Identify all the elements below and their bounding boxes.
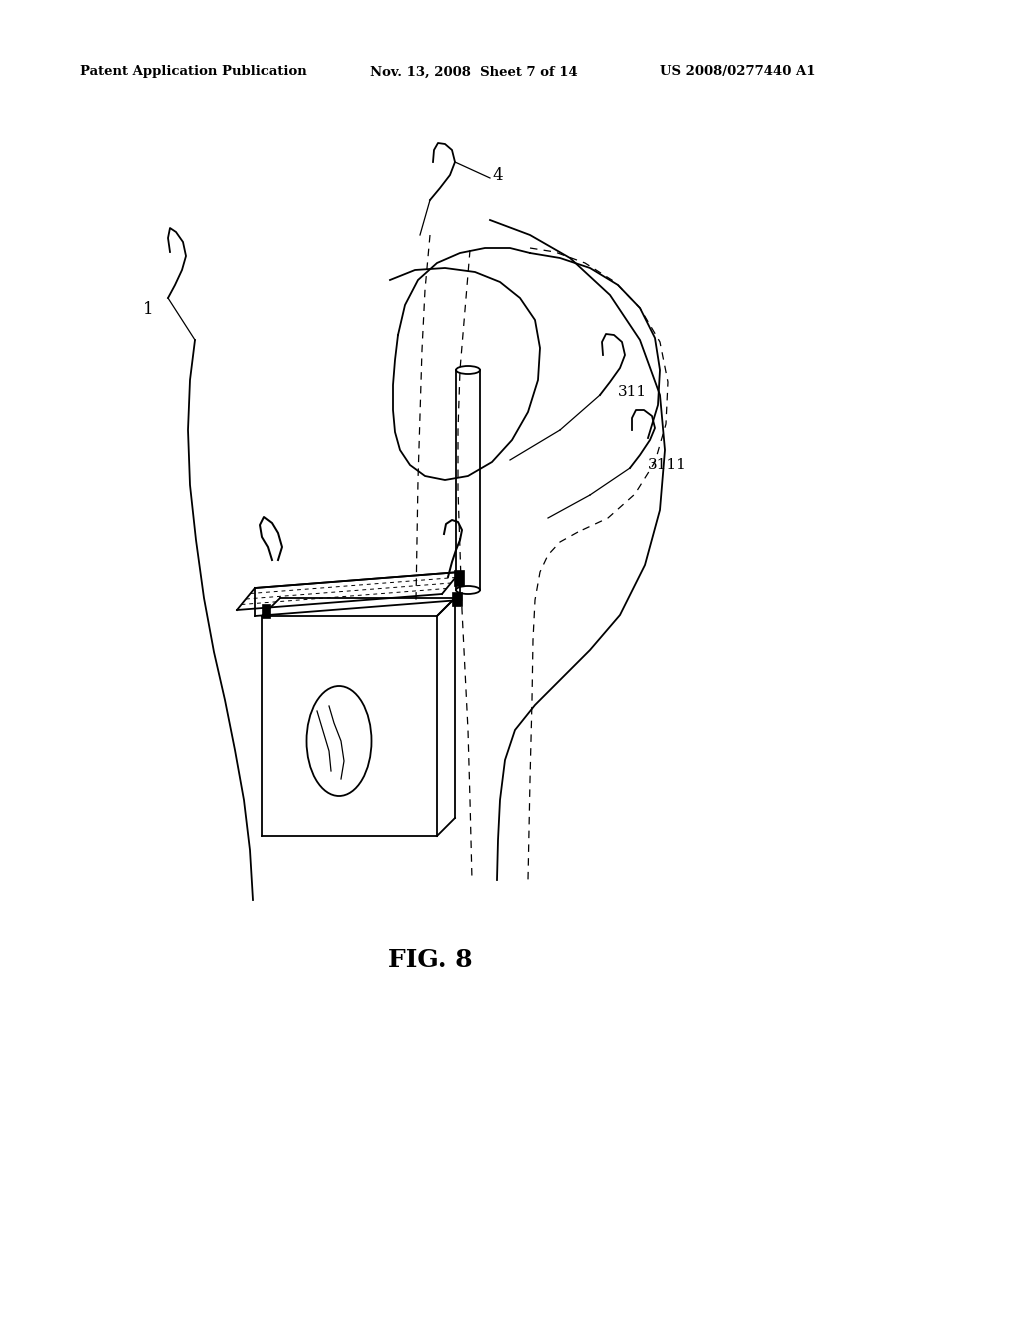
Text: 311: 311 bbox=[618, 385, 647, 399]
Text: 3111: 3111 bbox=[648, 458, 687, 473]
Bar bbox=[452, 591, 462, 606]
Text: FIG. 8: FIG. 8 bbox=[388, 948, 472, 972]
Bar bbox=[262, 605, 270, 618]
Text: Patent Application Publication: Patent Application Publication bbox=[80, 66, 307, 78]
Text: 4: 4 bbox=[493, 166, 504, 183]
Text: Nov. 13, 2008  Sheet 7 of 14: Nov. 13, 2008 Sheet 7 of 14 bbox=[370, 66, 578, 78]
Bar bbox=[454, 570, 464, 586]
Text: US 2008/0277440 A1: US 2008/0277440 A1 bbox=[660, 66, 815, 78]
Text: 1: 1 bbox=[142, 301, 154, 318]
